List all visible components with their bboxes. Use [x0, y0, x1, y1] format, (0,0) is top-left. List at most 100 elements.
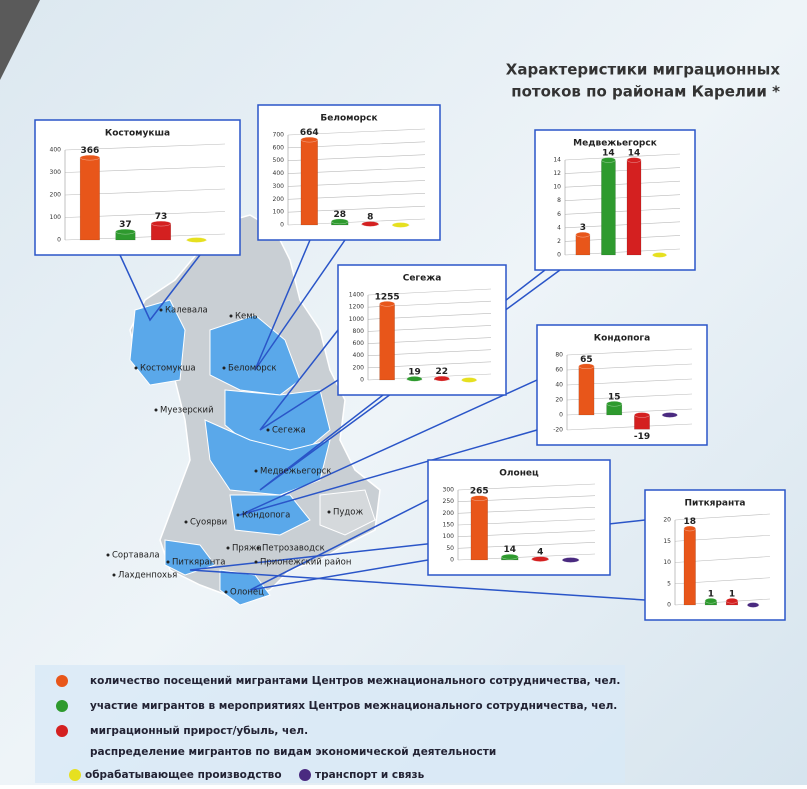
- map-label: Сегежа: [272, 426, 306, 436]
- y-tick-label: 0: [559, 412, 563, 419]
- legend-dot: [299, 769, 311, 781]
- chart-title: Беломорск: [320, 114, 377, 124]
- y-tick-label: 20: [663, 517, 671, 524]
- y-tick-label: 600: [273, 144, 285, 151]
- region-belomorsk: [209, 314, 301, 396]
- bar-cap: [578, 363, 595, 369]
- city-dot: [134, 366, 138, 370]
- legend-label: участие мигрантов в мероприятиях Центров…: [90, 700, 617, 712]
- map-label: Костомукша: [140, 364, 196, 374]
- city-dot: [166, 560, 170, 564]
- y-tick-label: 700: [273, 132, 285, 139]
- city-dot: [224, 590, 228, 594]
- bar-cap: [434, 375, 450, 382]
- bar-cap: [300, 136, 318, 143]
- y-tick-label: 10: [663, 559, 671, 566]
- y-tick-label: 50: [446, 545, 454, 552]
- bar-cap: [634, 412, 650, 418]
- city-dot: [254, 469, 258, 473]
- callout: [119, 254, 201, 322]
- legend-label: миграционный прирост/убыль, чел.: [90, 725, 308, 737]
- y-tick-label: 12: [553, 170, 561, 177]
- bar-cap: [562, 557, 580, 563]
- corner: [0, 0, 40, 80]
- map-label: Медвежьегорск: [260, 467, 331, 477]
- map-label: Прионежский район: [260, 558, 351, 568]
- value-label: 4: [537, 548, 543, 558]
- map-label: Пряжа: [232, 544, 262, 554]
- city-dot: [112, 573, 116, 577]
- grid-line: [564, 194, 681, 202]
- bar-cap: [470, 495, 488, 501]
- map-label: Кондопога: [242, 511, 290, 521]
- bar-cap: [186, 237, 207, 243]
- grid-line: [564, 221, 681, 229]
- city-dot: [229, 314, 233, 318]
- map-label: Кемь: [235, 312, 258, 322]
- city-dot: [256, 546, 260, 550]
- bar: [300, 139, 318, 226]
- bar-cap: [747, 602, 760, 608]
- bar-cap: [661, 412, 678, 418]
- legend-dot: [69, 769, 81, 781]
- chart-panel: [337, 264, 507, 396]
- y-tick-label: 15: [663, 538, 671, 545]
- bar-cap: [406, 376, 423, 382]
- legend-label: транспорт и связь: [315, 769, 425, 781]
- grid-line: [674, 513, 771, 521]
- region-segezha: [224, 389, 331, 456]
- region-kondopoga: [229, 494, 311, 536]
- bar-cap: [150, 220, 172, 227]
- value-label: 664: [300, 128, 319, 138]
- y-tick-label: 20: [555, 397, 563, 404]
- y-tick-label: 8: [557, 197, 561, 204]
- y-tick-label: 200: [273, 196, 285, 203]
- value-label: 18: [684, 517, 697, 527]
- legend-dot: [56, 725, 68, 737]
- y-tick-label: 60: [555, 367, 563, 374]
- chart-title: Костомукша: [105, 129, 170, 139]
- y-tick-label: 400: [353, 352, 365, 359]
- value-label: 1: [729, 589, 735, 599]
- city-dot: [226, 546, 230, 550]
- y-tick-label: 40: [555, 382, 563, 389]
- title-line: потоков по районам Карелии *: [511, 83, 780, 101]
- bar: [79, 157, 100, 241]
- grid-line: [564, 180, 681, 188]
- value-label: 14: [602, 149, 615, 159]
- value-label: 1: [708, 589, 714, 599]
- y-tick-label: 200: [50, 192, 62, 199]
- y-tick-label: 300: [50, 169, 62, 176]
- bar-cap: [626, 157, 642, 163]
- chart-title: Сегежа: [403, 274, 442, 284]
- y-tick-label: 0: [280, 222, 284, 229]
- value-label: 14: [628, 149, 641, 159]
- legend-dot: [56, 675, 68, 687]
- y-tick-label: -20: [553, 427, 563, 434]
- region-kostomuksha: [129, 299, 186, 386]
- value-label: 22: [436, 367, 449, 377]
- value-label: 73: [155, 212, 168, 222]
- grid-line: [564, 167, 681, 174]
- value-label: 366: [80, 146, 99, 156]
- y-tick-label: 800: [353, 328, 365, 335]
- value-label: 37: [119, 220, 132, 230]
- map-label: Калевала: [165, 306, 208, 316]
- y-tick-label: 1400: [349, 292, 364, 299]
- y-tick-label: 300: [273, 183, 285, 190]
- bar-cap: [361, 221, 379, 227]
- y-tick-label: 150: [443, 522, 455, 529]
- city-dot: [236, 513, 240, 517]
- bar-cap: [531, 556, 549, 562]
- legend-box: [35, 665, 625, 783]
- city-dot: [254, 560, 258, 564]
- grid-line: [564, 207, 681, 215]
- value-label: 14: [503, 545, 516, 555]
- chart-title: Кондопога: [594, 334, 650, 344]
- bar: [626, 159, 642, 256]
- bar: [601, 159, 616, 256]
- map-label: Питкяранта: [172, 558, 225, 568]
- city-dot: [159, 308, 163, 312]
- y-tick-label: 10: [553, 184, 561, 191]
